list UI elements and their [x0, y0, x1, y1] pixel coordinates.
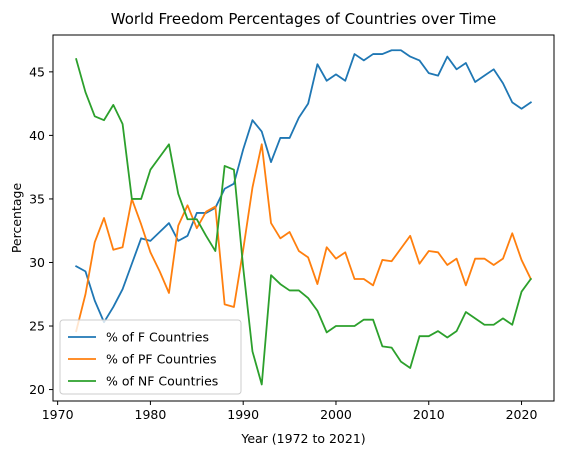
y-tick-label: 30	[29, 255, 45, 270]
legend-entry: % of NF Countries	[106, 374, 218, 389]
y-tick-label: 25	[29, 319, 45, 334]
plot-area	[52, 34, 555, 402]
x-axis-label: Year (1972 to 2021)	[240, 431, 365, 446]
series-line-1	[74, 49, 533, 324]
series-line-2	[75, 143, 533, 333]
x-tick-label: 1990	[227, 407, 259, 422]
x-axis-ticks: 1970 1980 1990 2000 2010 2020	[42, 401, 538, 422]
legend-entry: % of F Countries	[106, 330, 209, 345]
plot-frame	[52, 34, 555, 402]
legend-box	[59, 319, 242, 395]
x-tick-label: 2010	[413, 407, 445, 422]
x-tick-label: 2020	[506, 407, 538, 422]
y-tick-label: 45	[29, 64, 45, 79]
x-tick-label: 1980	[135, 407, 167, 422]
y-axis-label: Percentage	[9, 183, 24, 254]
y-axis-ticks: 20 25 30 35 40 45	[29, 64, 53, 397]
legend-entry: % of PF Countries	[106, 352, 217, 367]
series-line-3	[75, 58, 533, 386]
chart-title: World Freedom Percentages of Countries o…	[111, 10, 496, 28]
x-tick-label: 2000	[320, 407, 352, 422]
y-tick-label: 20	[29, 382, 45, 397]
legend: % of F Countries % of PF Countries % of NF…	[59, 319, 242, 395]
y-tick-label: 40	[29, 128, 45, 143]
y-tick-label: 35	[29, 191, 45, 206]
x-tick-label: 1970	[42, 407, 74, 422]
